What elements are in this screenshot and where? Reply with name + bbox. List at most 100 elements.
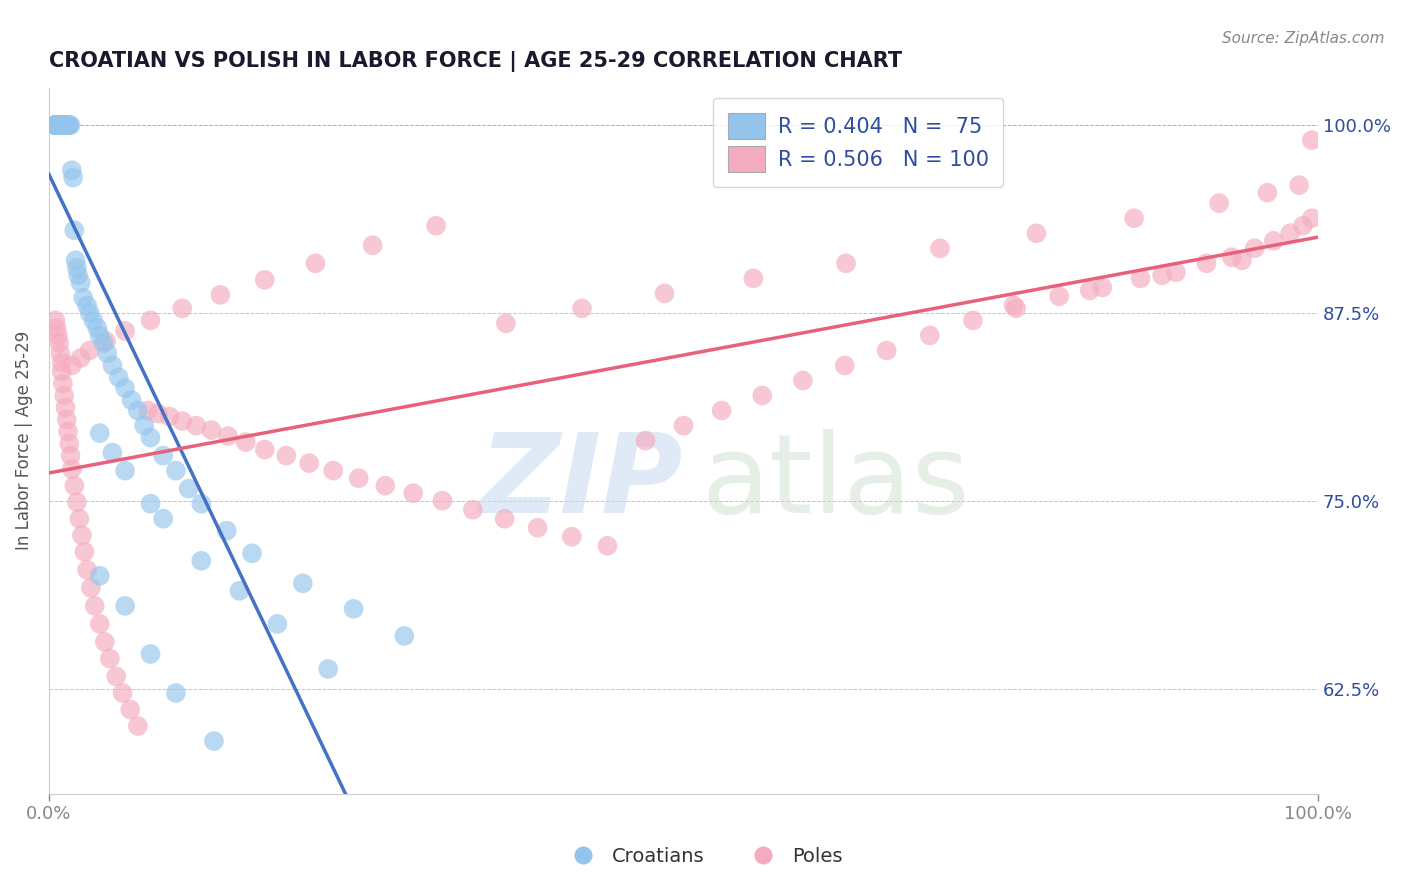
Point bbox=[89, 569, 111, 583]
Point bbox=[44, 118, 66, 132]
Point bbox=[172, 414, 194, 428]
Point bbox=[152, 449, 174, 463]
Point bbox=[834, 359, 856, 373]
Point bbox=[70, 528, 93, 542]
Point bbox=[136, 403, 159, 417]
Point bbox=[56, 425, 79, 439]
Point bbox=[134, 418, 156, 433]
Point bbox=[209, 288, 232, 302]
Point bbox=[55, 401, 77, 415]
Point bbox=[55, 118, 77, 132]
Point bbox=[165, 686, 187, 700]
Legend: R = 0.404   N =  75, R = 0.506   N = 100: R = 0.404 N = 75, R = 0.506 N = 100 bbox=[713, 98, 1002, 187]
Point bbox=[114, 381, 136, 395]
Point bbox=[929, 241, 952, 255]
Point bbox=[165, 464, 187, 478]
Point bbox=[48, 118, 70, 132]
Point bbox=[374, 478, 396, 492]
Point bbox=[89, 616, 111, 631]
Point bbox=[67, 268, 90, 283]
Point bbox=[60, 359, 83, 373]
Point bbox=[52, 376, 75, 391]
Point bbox=[235, 435, 257, 450]
Point bbox=[101, 445, 124, 459]
Point bbox=[1301, 211, 1323, 226]
Point bbox=[79, 343, 101, 358]
Point bbox=[107, 370, 129, 384]
Point bbox=[49, 346, 72, 360]
Point bbox=[526, 521, 548, 535]
Point bbox=[53, 388, 76, 402]
Point bbox=[52, 118, 75, 132]
Point bbox=[48, 118, 70, 132]
Point bbox=[425, 219, 447, 233]
Point bbox=[240, 546, 263, 560]
Point bbox=[55, 412, 77, 426]
Point bbox=[55, 118, 77, 132]
Point bbox=[742, 271, 765, 285]
Point bbox=[73, 545, 96, 559]
Point bbox=[322, 464, 344, 478]
Point bbox=[394, 629, 416, 643]
Point bbox=[342, 602, 364, 616]
Point bbox=[49, 118, 72, 132]
Point bbox=[177, 482, 200, 496]
Point bbox=[48, 335, 70, 350]
Point bbox=[654, 286, 676, 301]
Point bbox=[253, 442, 276, 457]
Point bbox=[710, 403, 733, 417]
Point bbox=[72, 291, 94, 305]
Point bbox=[58, 118, 80, 132]
Point bbox=[93, 335, 115, 350]
Point bbox=[1005, 301, 1028, 316]
Point bbox=[66, 495, 89, 509]
Point bbox=[202, 734, 225, 748]
Point bbox=[94, 635, 117, 649]
Point bbox=[1091, 280, 1114, 294]
Point bbox=[67, 512, 90, 526]
Point bbox=[276, 449, 298, 463]
Point bbox=[127, 719, 149, 733]
Point bbox=[1288, 178, 1310, 193]
Point bbox=[46, 118, 69, 132]
Point bbox=[66, 260, 89, 275]
Point bbox=[62, 170, 84, 185]
Point bbox=[1150, 268, 1173, 283]
Point bbox=[1002, 298, 1025, 312]
Point bbox=[44, 118, 66, 132]
Text: CROATIAN VS POLISH IN LABOR FORCE | AGE 25-29 CORRELATION CHART: CROATIAN VS POLISH IN LABOR FORCE | AGE … bbox=[49, 51, 903, 71]
Point bbox=[52, 118, 75, 132]
Point bbox=[55, 118, 77, 132]
Point bbox=[69, 276, 91, 290]
Point bbox=[962, 313, 984, 327]
Point bbox=[918, 328, 941, 343]
Point bbox=[44, 118, 66, 132]
Point bbox=[1301, 133, 1323, 147]
Point bbox=[347, 471, 370, 485]
Text: Source: ZipAtlas.com: Source: ZipAtlas.com bbox=[1222, 31, 1385, 46]
Point bbox=[1123, 211, 1146, 226]
Text: atlas: atlas bbox=[702, 429, 970, 536]
Point bbox=[253, 273, 276, 287]
Point bbox=[792, 374, 814, 388]
Point bbox=[1025, 226, 1047, 240]
Point bbox=[114, 324, 136, 338]
Point bbox=[89, 328, 111, 343]
Point bbox=[172, 301, 194, 316]
Y-axis label: In Labor Force | Age 25-29: In Labor Force | Age 25-29 bbox=[15, 331, 32, 550]
Point bbox=[58, 436, 80, 450]
Point bbox=[98, 651, 121, 665]
Point bbox=[291, 576, 314, 591]
Point bbox=[51, 118, 73, 132]
Point bbox=[51, 118, 73, 132]
Point bbox=[114, 464, 136, 478]
Point bbox=[1220, 250, 1243, 264]
Point bbox=[139, 431, 162, 445]
Point bbox=[461, 502, 484, 516]
Point bbox=[215, 524, 238, 538]
Point bbox=[1263, 234, 1285, 248]
Point bbox=[51, 118, 73, 132]
Point bbox=[101, 359, 124, 373]
Point bbox=[1243, 241, 1265, 255]
Point bbox=[127, 403, 149, 417]
